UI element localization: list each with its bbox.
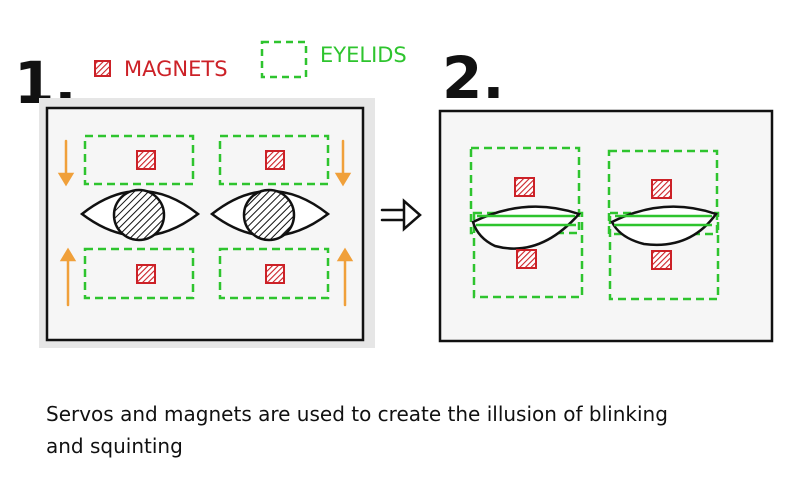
eyelid-upper-right-closed (607, 149, 719, 236)
eye-right-squint (610, 205, 718, 247)
legend-magnets-label: MAGNETS (124, 57, 228, 81)
eye-left (79, 188, 201, 242)
eyelid-upper-left (83, 134, 195, 186)
magnet-lower-left-closed (516, 249, 537, 269)
legend-eyelids-label: EYELIDS (320, 43, 407, 67)
step2-label: 2. (442, 44, 504, 112)
servo-arrow-up-left (59, 247, 77, 307)
magnet-upper-left (136, 150, 156, 170)
legend-eyelid-icon (260, 40, 308, 79)
servo-arrow-down-left (57, 139, 75, 187)
eyelid-upper-right (218, 134, 330, 186)
magnet-lower-left (136, 264, 156, 284)
panel-squinting-eyes (438, 109, 774, 343)
panel1-frame (45, 106, 365, 342)
caption: Servos and magnets are used to create th… (46, 398, 766, 462)
caption-line-2: and squinting (46, 434, 183, 458)
panel-open-eyes (39, 98, 375, 348)
legend: MAGNETS EYELIDS (94, 40, 407, 81)
caption-line-1: Servos and magnets are used to create th… (46, 402, 668, 426)
eye-left-squint (471, 205, 582, 250)
transition-arrow-icon (380, 198, 422, 232)
magnet-upper-right-closed (651, 179, 672, 199)
servo-arrow-down-right (334, 139, 352, 187)
eyelid-lower-right (218, 247, 330, 300)
servo-arrow-up-right (336, 247, 354, 307)
magnet-upper-left-closed (514, 177, 535, 197)
magnet-lower-right (265, 264, 285, 284)
legend-magnet-icon (94, 60, 111, 77)
eye-right (209, 188, 331, 242)
magnet-upper-right (265, 150, 285, 170)
eyelid-lower-left (83, 247, 195, 300)
magnet-lower-right-closed (651, 250, 672, 270)
